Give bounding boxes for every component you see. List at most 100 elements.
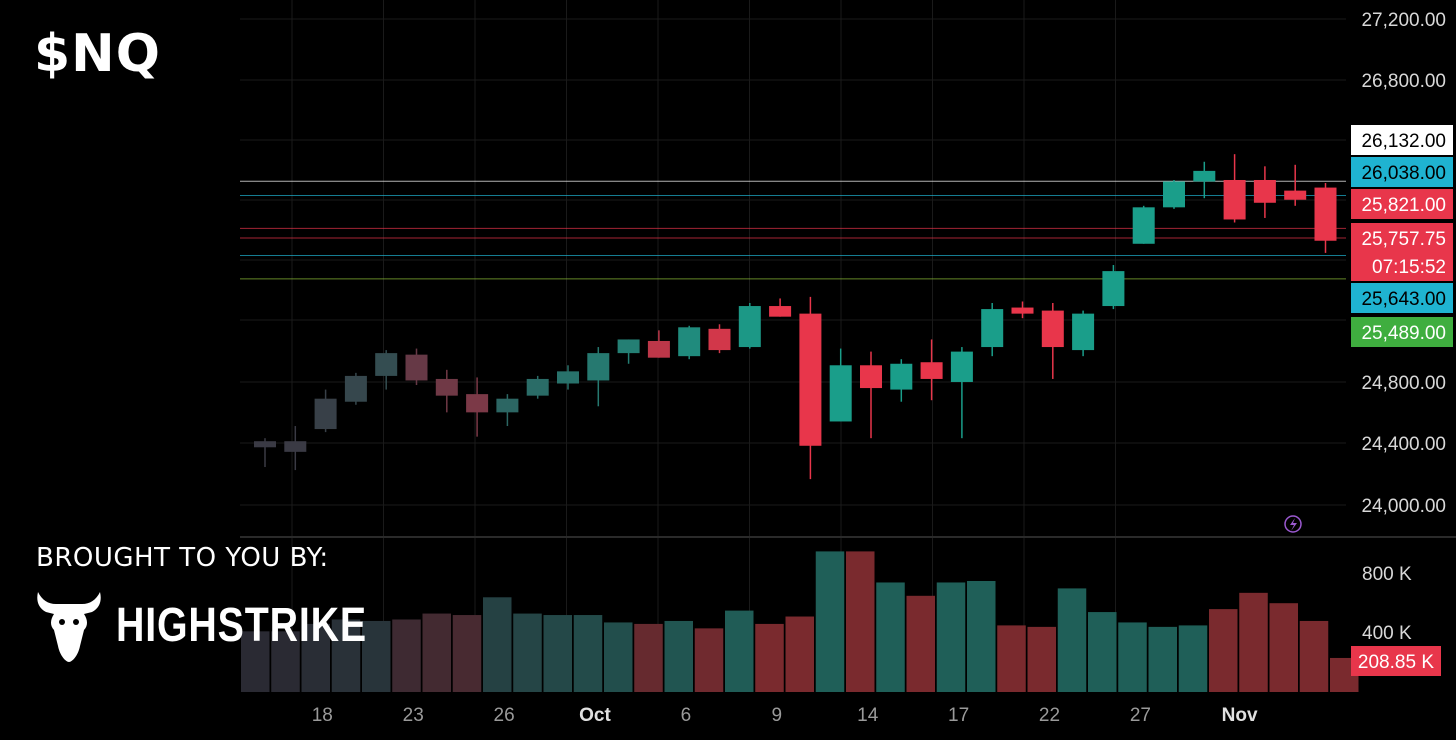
candle-body[interactable] [1223,179,1246,220]
volume-bar[interactable] [1209,609,1238,692]
volume-bar[interactable] [755,623,784,692]
candle-body[interactable] [344,375,367,402]
candle-body[interactable] [829,365,852,422]
volume-bar[interactable] [815,551,845,692]
volume-bar[interactable] [906,595,936,692]
volume-bar[interactable] [1148,626,1178,692]
volume-bar[interactable] [1088,612,1117,692]
bull-head-icon [37,592,101,662]
candle-body[interactable] [950,351,973,382]
price-tag-box [1351,223,1453,253]
candle-body[interactable] [1132,207,1155,244]
volume-bar[interactable] [271,631,300,692]
x-axis-tick-label: Nov [1222,705,1258,726]
candle-body[interactable] [254,441,276,448]
volume-bar[interactable] [1178,625,1208,692]
x-axis-tick-label: 27 [1130,705,1151,726]
candle-body[interactable] [1102,271,1125,307]
volume-bar[interactable] [604,622,633,692]
candle-body[interactable] [587,353,610,381]
volume-bar[interactable] [362,620,391,692]
volume-bar[interactable] [694,628,724,692]
x-axis-tick-label: 22 [1039,705,1060,726]
volume-axis-tick-label: 400 K [1362,623,1412,644]
volume-bar[interactable] [452,615,482,692]
candle-body[interactable] [314,398,337,430]
volume-bar[interactable] [876,582,905,692]
volume-bar[interactable] [1118,622,1147,692]
ticker-title: $NQ [34,24,161,84]
candle-body[interactable] [557,371,579,384]
left-fade-overlay [0,0,240,735]
volume-bar[interactable] [936,582,966,692]
volume-bar[interactable] [785,616,815,692]
volume-bar[interactable] [573,615,603,692]
volume-bar[interactable] [331,619,361,692]
candle-body[interactable] [981,309,1004,348]
sponsor-brand: HIGHSTRIKE [116,599,367,652]
volume-bar[interactable] [1239,592,1268,692]
candle-body[interactable] [1193,170,1216,182]
price-tag-box [1351,189,1453,219]
volume-bar[interactable] [483,597,512,692]
candle-body[interactable] [678,327,701,357]
volume-bar[interactable] [664,620,694,692]
volume-bar[interactable] [422,613,452,692]
price-tag-label: 25,757.75 [1361,229,1446,250]
candle-body[interactable] [617,339,640,354]
candle-body[interactable] [1041,310,1064,348]
y-axis-tick-label: 24,800.00 [1361,373,1446,394]
volume-bar[interactable] [1299,620,1329,692]
candle-body[interactable] [769,306,792,317]
price-tag-label: 25,821.00 [1361,195,1446,216]
candle-body[interactable] [1011,307,1034,314]
candle-body[interactable] [647,340,670,358]
candle-body[interactable] [284,441,307,452]
candle-body[interactable] [890,363,913,390]
volume-tag-box [1351,646,1441,676]
volume-bar[interactable] [241,631,270,692]
volume-bar[interactable] [513,613,542,692]
price-tag-label: 07:15:52 [1372,257,1446,278]
y-axis-tick-label: 26,800.00 [1361,71,1446,92]
volume-bar[interactable] [301,623,331,692]
x-axis-tick-label: 9 [772,705,783,726]
candle-body[interactable] [1072,313,1095,351]
volume-bar[interactable] [634,623,663,692]
volume-bar[interactable] [967,581,996,692]
volume-bar[interactable] [997,625,1026,692]
candle-body[interactable] [708,328,731,351]
price-tag-box [1351,251,1453,281]
candle-body[interactable] [466,394,489,413]
event-marker-icon[interactable] [1284,515,1302,533]
price-tag-box [1351,125,1453,155]
volume-axis-tick-label: 800 K [1362,564,1412,585]
candle-body[interactable] [799,313,822,446]
volume-bar[interactable] [725,610,754,692]
candle-body[interactable] [920,362,943,379]
volume-bar[interactable] [1027,626,1057,692]
candle-body[interactable] [1163,181,1185,208]
price-tag-label: 26,038.00 [1361,163,1446,184]
candle-body[interactable] [1314,187,1337,241]
volume-bar[interactable] [1269,603,1299,692]
candle-body[interactable] [375,353,398,376]
candle-body[interactable] [405,354,428,381]
volume-bar[interactable] [543,615,573,692]
candle-body[interactable] [1253,179,1276,203]
candle-body[interactable] [1284,190,1307,200]
volume-bar[interactable] [1057,588,1087,692]
price-tag-box [1351,157,1453,187]
volume-bar[interactable] [846,551,875,692]
candle-body[interactable] [435,378,458,396]
candle-body[interactable] [526,378,549,396]
candle-body[interactable] [860,365,882,389]
candle-body[interactable] [738,306,761,348]
lightning-icon [1290,518,1297,531]
candle-body[interactable] [496,398,519,413]
y-axis-tick-label: 24,000.00 [1361,496,1446,517]
price-tag-label: 25,643.00 [1361,289,1446,310]
volume-bar[interactable] [392,619,421,692]
